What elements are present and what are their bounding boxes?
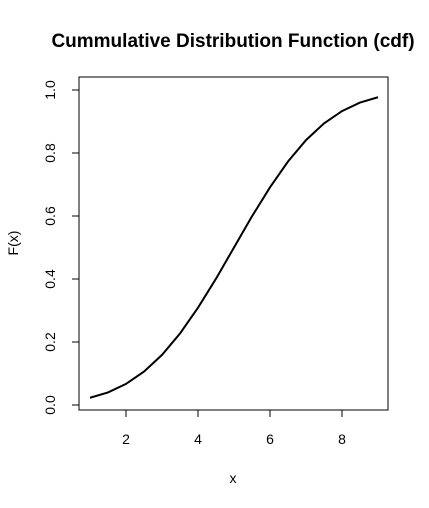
cdf-series-line — [89, 96, 379, 399]
x-axis-label: x — [230, 470, 237, 486]
chart-title: Cummulative Distribution Function (cdf) — [51, 31, 414, 52]
y-tick-label: 1.0 — [42, 80, 58, 100]
x-tick-label: 4 — [194, 431, 202, 447]
y-tick-label: 0.8 — [42, 143, 58, 163]
x-tick-label: 6 — [266, 431, 274, 447]
y-tick-label: 0.4 — [42, 269, 58, 289]
y-axis-label: F(x) — [5, 231, 21, 256]
y-tick-label: 0.0 — [42, 395, 58, 415]
y-axis: 0.0 0.2 0.4 0.6 0.8 1.0 — [42, 80, 80, 415]
plot-frame — [78, 76, 389, 411]
y-tick-label: 0.6 — [42, 206, 58, 226]
y-tick-label: 0.2 — [42, 332, 58, 352]
x-tick-label: 2 — [122, 431, 130, 447]
x-tick-label: 8 — [338, 431, 346, 447]
x-axis: 2 4 6 8 — [122, 409, 346, 447]
